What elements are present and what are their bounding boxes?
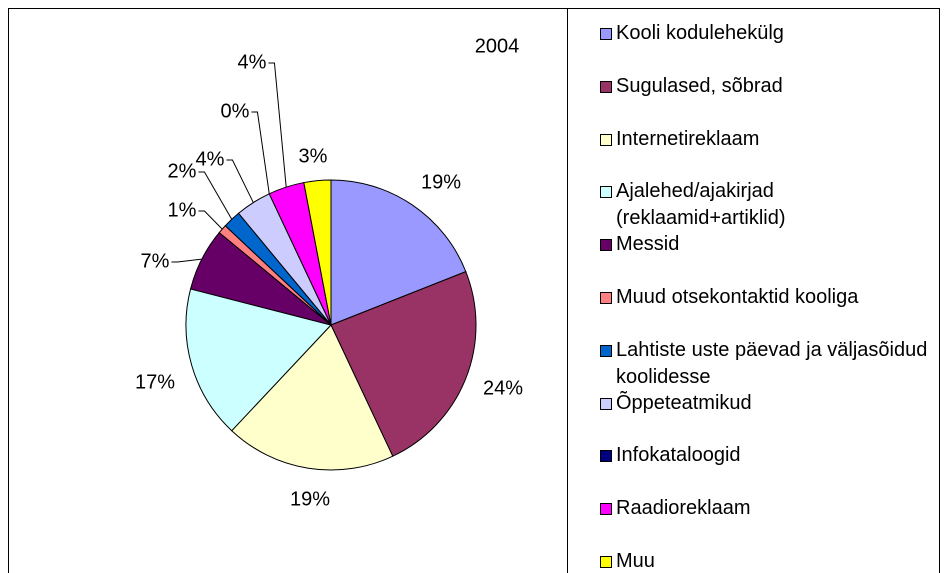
legend-item: Muud otsekontaktid kooliga (600, 284, 930, 311)
legend-item: Kooli kodulehekülg (600, 20, 930, 47)
legend-item: Internetireklaam (600, 126, 930, 153)
leader-line (226, 159, 254, 203)
data-label: 19% (290, 488, 330, 510)
legend-item: Infokataloogid (600, 442, 930, 469)
data-label: 24% (483, 377, 523, 399)
legend-swatch (600, 503, 612, 516)
legend-label: Õppeteatmikud (616, 391, 752, 414)
legend-label: Lahtiste uste päevad ja väljasõidud kool… (616, 338, 928, 388)
legend-item: Muu (600, 548, 930, 573)
leader-line (171, 258, 202, 263)
data-label: 2% (168, 160, 197, 182)
data-label: 4% (238, 51, 267, 73)
legend-swatch (600, 450, 612, 463)
data-label: 1% (168, 199, 197, 221)
pie-slice (330, 179, 467, 326)
data-label: 19% (421, 171, 461, 193)
leader-line (198, 210, 223, 230)
legend-box (567, 8, 940, 573)
chart-title: 2004 (475, 35, 520, 57)
legend-swatch (600, 292, 612, 304)
leader-line (268, 62, 287, 188)
legend-swatch (600, 239, 612, 252)
leader-line (198, 171, 233, 220)
pie-slice (330, 270, 477, 457)
legend-label: Messid (616, 233, 680, 256)
data-label: 17% (135, 371, 175, 393)
legend-swatch (600, 344, 612, 357)
legend-item: Lahtiste uste päevad ja väljasõidud kool… (600, 337, 930, 391)
legend-swatch (600, 397, 612, 410)
legend-swatch (600, 80, 612, 93)
data-label: 0% (221, 100, 250, 122)
data-label: 3% (299, 145, 328, 167)
legend-label: Infokataloogid (616, 444, 741, 467)
legend-label: Sugulased, sõbrad (616, 74, 783, 97)
legend-label: Kooli kodulehekülg (616, 22, 784, 44)
pie-slice (303, 179, 332, 326)
legend-item: Õppeteatmikud (600, 390, 930, 417)
legend-item: Raadioreklaam (600, 495, 930, 522)
legend-label: Ajalehed/ajakirjad (reklaamid+artiklid) (616, 180, 786, 230)
legend-swatch (600, 186, 612, 199)
legend-item: Sugulased, sõbrad (600, 73, 930, 100)
data-label: 4% (196, 148, 225, 170)
legend-label: Internetireklaam (616, 127, 760, 150)
legend-label: Muud otsekontaktid kooliga (616, 286, 859, 308)
legend-label: Muu (616, 550, 655, 572)
pie-slice (185, 288, 332, 432)
leader-line (251, 111, 270, 194)
legend-swatch (600, 133, 612, 146)
pie-slice (231, 324, 394, 471)
data-label: 7% (141, 250, 170, 272)
legend-item: Messid (600, 231, 930, 258)
legend-swatch (600, 556, 612, 568)
legend-item: Ajalehed/ajakirjad (reklaamid+artiklid) (600, 178, 930, 232)
legend-swatch (600, 28, 612, 40)
legend-label: Raadioreklaam (616, 497, 751, 520)
